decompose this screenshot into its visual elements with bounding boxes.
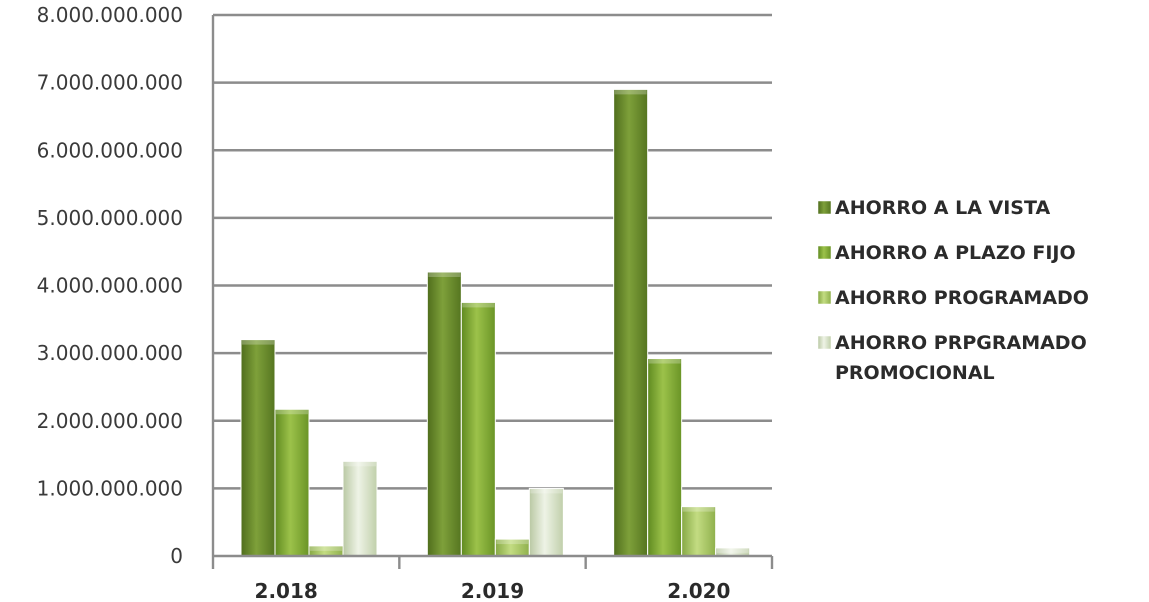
y-tick-label: 7.000.000.000: [37, 71, 183, 95]
legend-label: AHORRO PROGRAMADO: [835, 287, 1089, 309]
bar-highlight: [530, 488, 563, 494]
legend-label: PROMOCIONAL: [835, 362, 995, 384]
legend-swatch: [817, 290, 832, 305]
legend-swatch: [817, 245, 832, 260]
bar-highlight: [682, 506, 715, 512]
x-tick-label: 2.019: [461, 579, 524, 602]
bar-body: [681, 506, 717, 557]
x-axis-tick-labels: 2.018 2.019 2.020: [255, 579, 731, 602]
legend-label: AHORRO A PLAZO FIJO: [835, 242, 1076, 264]
y-tick-label: 3.000.000.000: [37, 341, 183, 365]
y-tick-label: 5.000.000.000: [37, 206, 183, 230]
bar-highlight: [242, 339, 274, 345]
y-tick-label: 8.000.000.000: [37, 3, 183, 27]
bar: [681, 506, 717, 557]
bar-body: [528, 487, 564, 557]
y-tick-label: 0: [170, 544, 183, 568]
bar-body: [613, 88, 649, 557]
legend-item: AHORRO PRPGRAMADO PROMOCIONAL: [817, 332, 1087, 384]
x-tick-label: 2.020: [667, 579, 730, 602]
bar: [647, 358, 683, 557]
bar: [528, 487, 564, 557]
bar-body: [647, 358, 683, 557]
bar: [715, 547, 751, 557]
x-tick-label: 2.018: [255, 579, 318, 602]
bar-highlight: [428, 271, 461, 277]
bar: [240, 339, 276, 557]
legend-label: AHORRO PRPGRAMADO: [835, 332, 1087, 354]
y-tick-label: 1.000.000.000: [37, 476, 183, 500]
legend-item: AHORRO A PLAZO FIJO: [817, 242, 1076, 264]
bar-highlight: [716, 547, 749, 553]
bar-highlight: [344, 461, 376, 467]
bar: [613, 88, 649, 557]
bar: [342, 460, 378, 557]
bar-body: [274, 408, 310, 557]
legend-item: AHORRO A LA VISTA: [817, 197, 1050, 219]
bar: [274, 408, 310, 557]
bar: [460, 301, 496, 557]
bar-highlight: [614, 89, 647, 95]
bar-highlight: [648, 358, 681, 364]
bar-highlight: [496, 539, 529, 545]
bar-body: [342, 460, 378, 557]
bar-body: [240, 339, 276, 557]
y-tick-label: 6.000.000.000: [37, 138, 183, 162]
y-tick-label: 4.000.000.000: [37, 274, 183, 298]
legend-item: AHORRO PROGRAMADO: [817, 287, 1089, 309]
bar-body: [460, 301, 496, 557]
axes: [211, 15, 774, 569]
bar-highlight: [462, 302, 495, 308]
bar: [308, 545, 344, 557]
bar: [494, 538, 530, 557]
legend-swatch: [817, 335, 832, 350]
bar: [426, 271, 462, 557]
y-axis-tick-labels: 0 1.000.000.000 2.000.000.000 3.000.000.000…: [37, 3, 183, 568]
legend: AHORRO A LA VISTA AHORRO A PLAZO FIJO AHOR…: [817, 197, 1089, 384]
y-tick-label: 2.000.000.000: [37, 409, 183, 433]
bars: [240, 88, 751, 557]
legend-label: AHORRO A LA VISTA: [835, 197, 1050, 219]
legend-swatch: [817, 200, 832, 215]
bar-body: [426, 271, 462, 557]
bar-highlight: [276, 409, 308, 415]
bar-highlight: [310, 545, 342, 551]
